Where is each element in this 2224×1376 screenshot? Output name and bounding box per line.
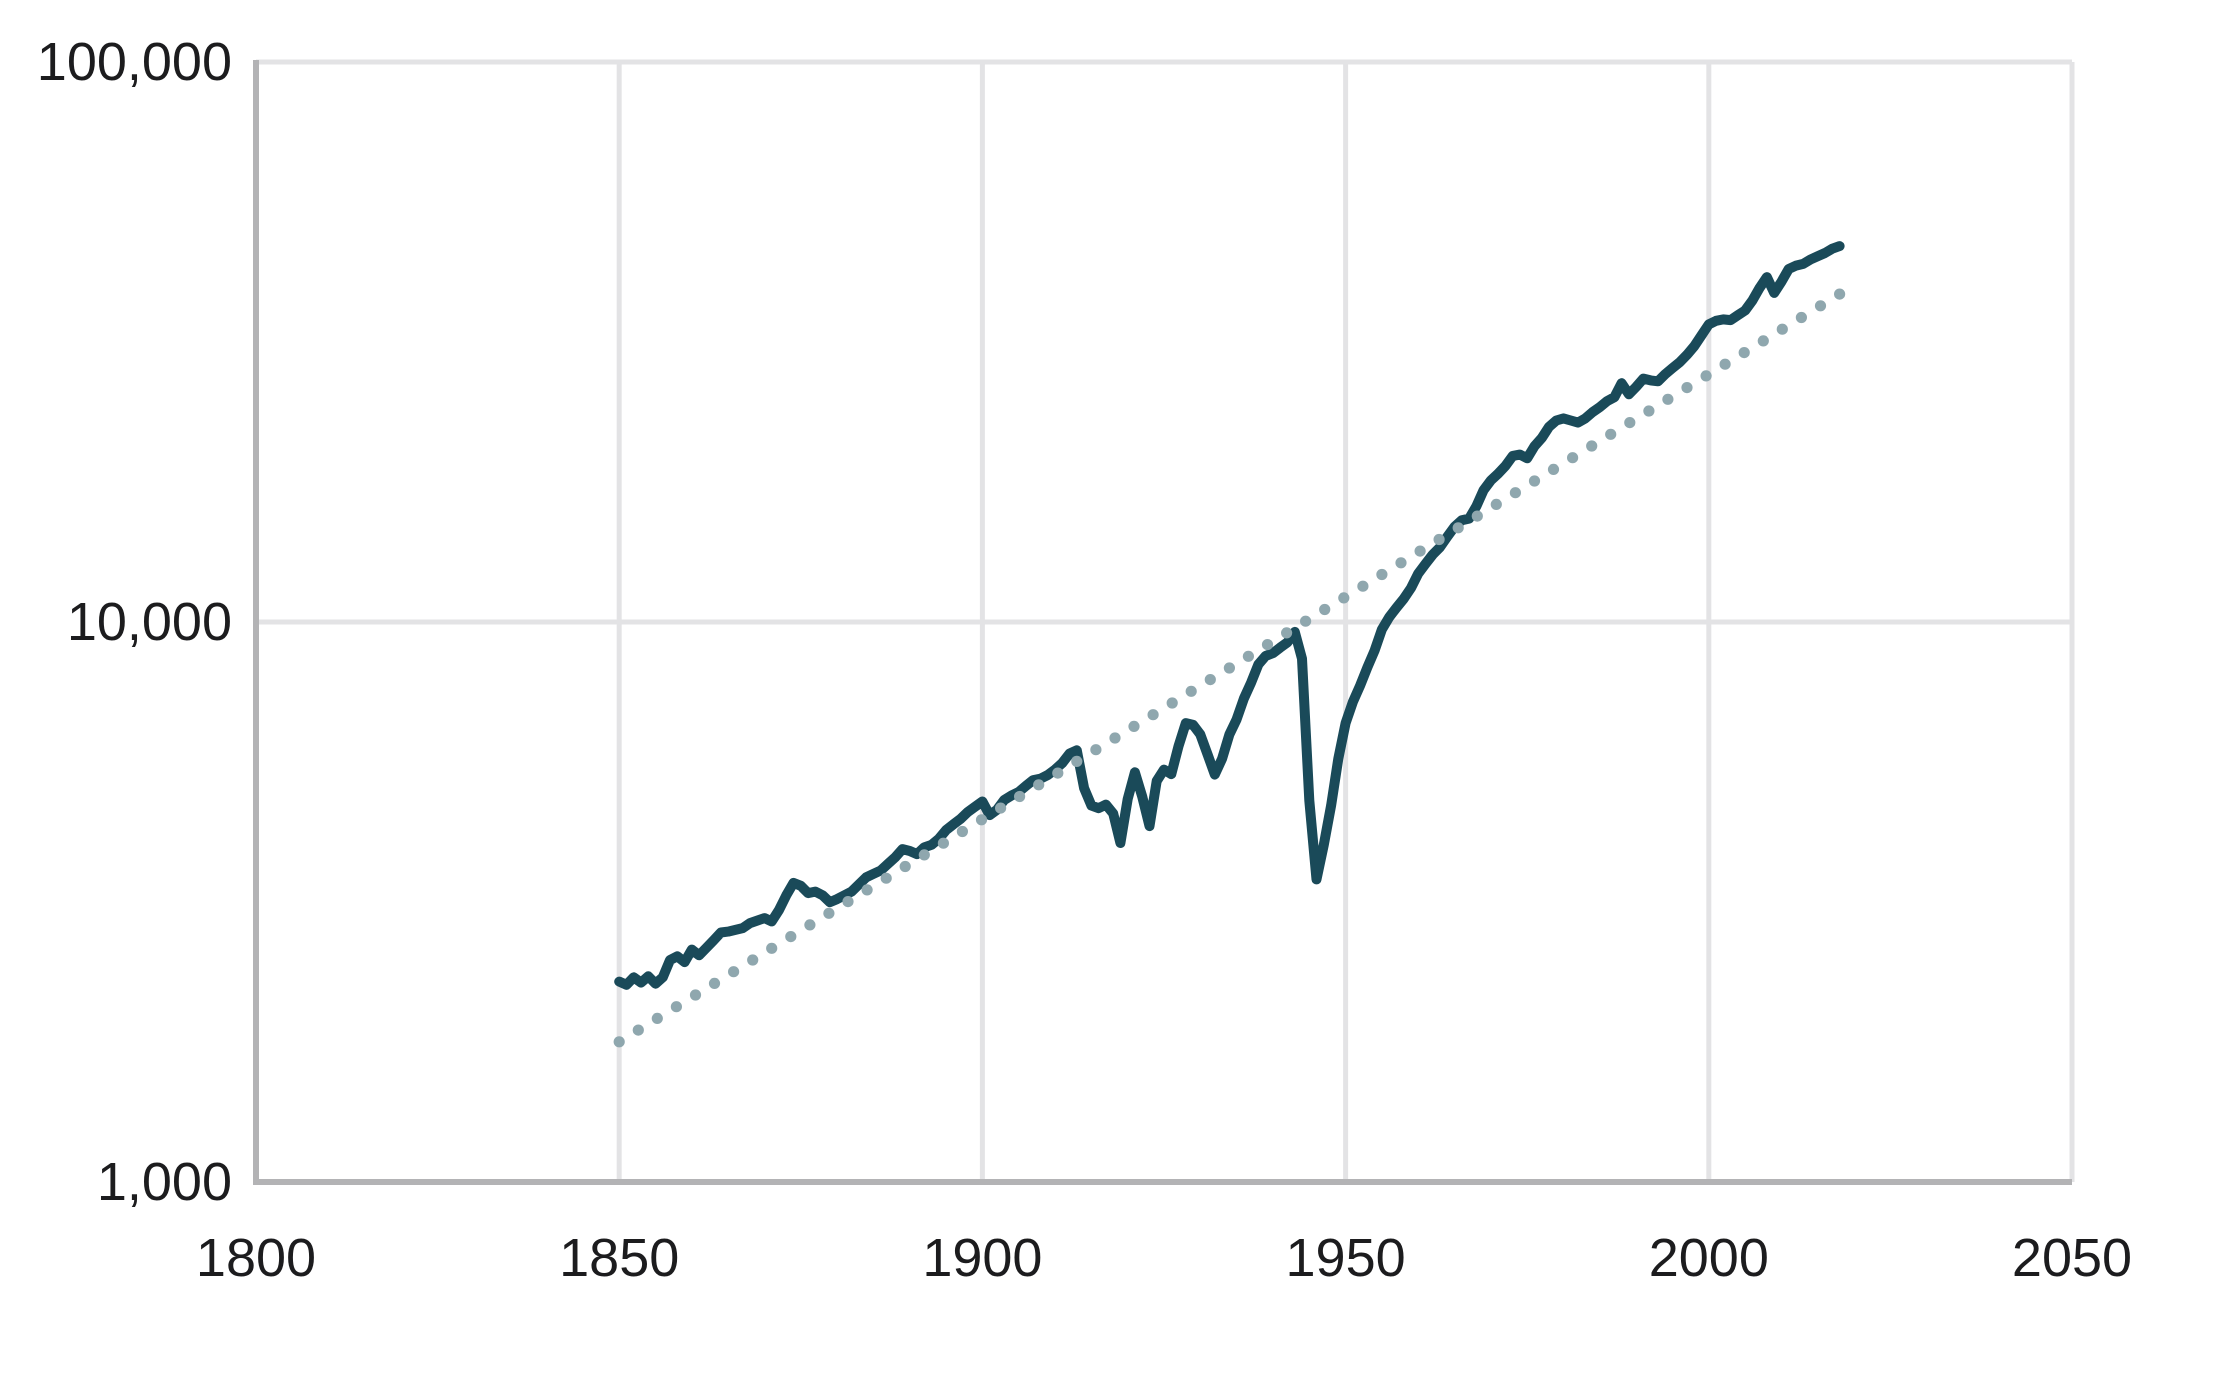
data-line (614, 241, 1845, 990)
trend-dot (1834, 288, 1846, 300)
trend-dot (651, 1012, 663, 1024)
x-tick-label-1900: 1900 (922, 1228, 1042, 1288)
trend-dot (1567, 452, 1579, 464)
trend-dot (1071, 755, 1083, 768)
trend-dot (1433, 533, 1445, 546)
trend-dot (937, 837, 950, 849)
trend-dot (613, 1036, 625, 1048)
trend-dot (823, 907, 835, 919)
trend-dot (1471, 510, 1483, 522)
trend-dot (1490, 498, 1502, 510)
trend-dot (1528, 475, 1541, 487)
x-tick-label-2050: 2050 (2012, 1228, 2132, 1288)
trend-dot (1586, 440, 1598, 452)
trend-dot (1700, 370, 1712, 382)
y-tick-label-100000: 100,000 (37, 32, 232, 92)
trend-dot (1776, 323, 1788, 335)
trend-dot (975, 814, 988, 826)
trend-dot (1223, 662, 1235, 674)
trend-dot (1509, 487, 1521, 499)
x-tick-label-1800: 1800 (196, 1228, 316, 1288)
trend-dot (861, 884, 873, 896)
trend-dot (766, 942, 778, 954)
trend-dot (1662, 393, 1674, 405)
x-tick-label-2000: 2000 (1649, 1228, 1769, 1288)
trend-dot (1052, 767, 1064, 779)
trend-dot (1261, 639, 1274, 651)
trend-dot (728, 966, 740, 978)
trend-dot (785, 931, 797, 943)
trend-dot (632, 1024, 644, 1036)
trend-dot (842, 896, 854, 908)
trend-dot (1757, 335, 1769, 347)
trend-dot (1014, 790, 1026, 803)
trend-dot (1643, 405, 1655, 417)
trend-dot (995, 802, 1007, 814)
trend-dots (613, 288, 1846, 1048)
trend-dot (1814, 300, 1827, 312)
trend-dot (1547, 463, 1560, 475)
trend-dot (670, 1001, 683, 1013)
trend-dot (1681, 382, 1693, 394)
y-tick-label-1000: 1,000 (97, 1152, 232, 1212)
trend-dot (1624, 417, 1636, 429)
trend-dot (1319, 603, 1331, 616)
x-tick-label-1850: 1850 (559, 1228, 679, 1288)
trend-dot (1395, 557, 1407, 569)
y-tick-label-10000: 10,000 (67, 592, 232, 652)
trend-dot (1033, 779, 1045, 791)
trend-dot (1166, 697, 1178, 709)
trend-dot (1357, 580, 1369, 592)
trend-dot (1719, 358, 1731, 370)
trend-dot (1242, 650, 1254, 662)
x-tick-label-1950: 1950 (1286, 1228, 1406, 1288)
trend-dot (899, 860, 911, 873)
trend-dot (1109, 732, 1121, 744)
trend-dot (918, 849, 930, 861)
trend-dot (1738, 347, 1750, 359)
trend-dot (1795, 311, 1807, 324)
trend-dot (880, 872, 892, 884)
trend-dot (1204, 674, 1216, 686)
trend-dot (1147, 709, 1159, 721)
trend-dot (1185, 685, 1197, 697)
trend-dot (804, 919, 816, 931)
trend-dot (1605, 428, 1617, 440)
trend-dot (1376, 568, 1388, 581)
trend-dot (1281, 627, 1293, 639)
trend-dot (1128, 720, 1140, 733)
trend-dot (1338, 592, 1350, 604)
trend-dot (1414, 545, 1426, 557)
trend-dot (956, 825, 969, 838)
trend-dot (1300, 615, 1312, 627)
trend-dot (689, 989, 702, 1001)
trend-dot (708, 977, 721, 990)
trend-dot (1090, 744, 1102, 756)
trend-dot (1452, 522, 1464, 534)
trend-dot (747, 954, 759, 966)
